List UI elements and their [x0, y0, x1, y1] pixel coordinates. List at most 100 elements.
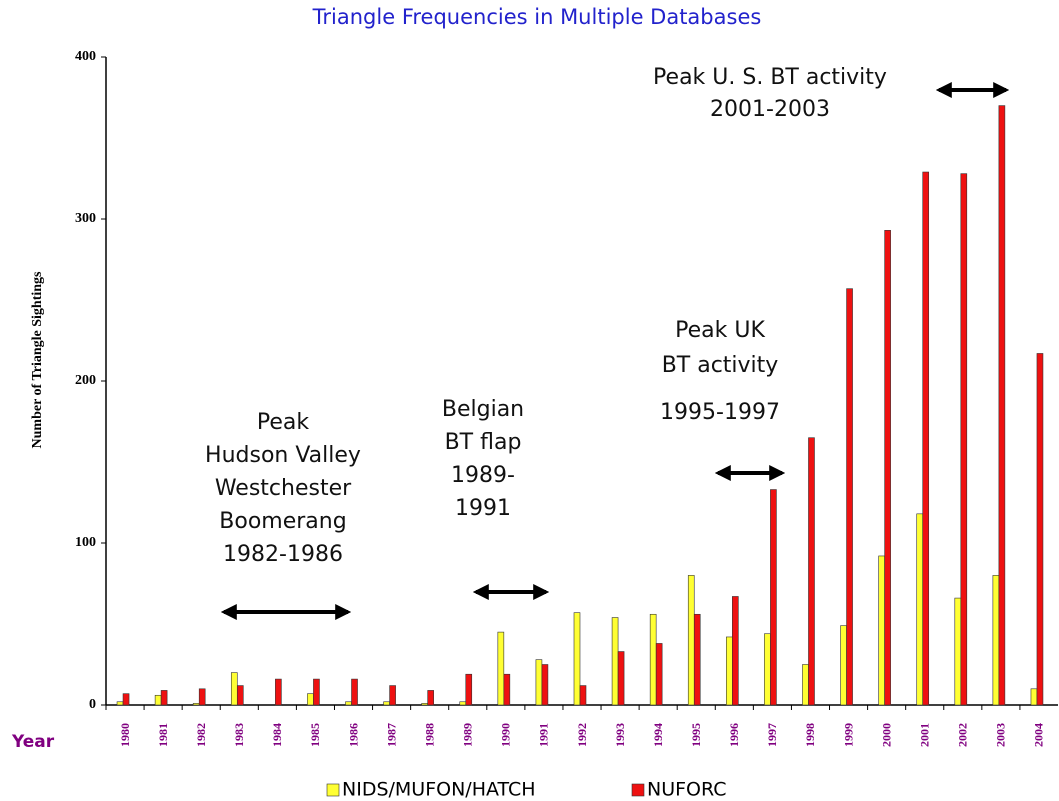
- bar: [421, 703, 428, 706]
- annotation: Peak U. S. BT activity: [653, 65, 887, 90]
- x-tick-label: 1983: [232, 723, 246, 747]
- bar: [655, 643, 663, 706]
- legend-swatch: [326, 783, 340, 797]
- x-tick-label: 1980: [118, 723, 132, 747]
- bar: [154, 694, 162, 706]
- bar: [275, 678, 282, 706]
- x-tick-label: 1987: [384, 723, 398, 747]
- bar: [459, 701, 467, 706]
- bar: [802, 664, 809, 706]
- annotation: Hudson Valley: [205, 443, 361, 468]
- annotation: Peak: [257, 410, 309, 435]
- annotation: Westchester: [215, 476, 352, 501]
- bar: [389, 685, 396, 706]
- annotation: Belgian: [442, 397, 524, 422]
- bar: [732, 596, 739, 706]
- bar: [840, 625, 847, 706]
- x-axis-label: Year: [11, 732, 55, 752]
- bar: [579, 685, 587, 706]
- bar: [884, 230, 891, 706]
- x-tick-label: 1997: [765, 723, 779, 747]
- bar: [1030, 688, 1038, 706]
- annotation: 1995-1997: [660, 400, 780, 425]
- annotation: 1989-: [451, 463, 515, 488]
- x-tick-label: 1984: [270, 723, 284, 747]
- bar: [808, 437, 815, 706]
- y-tick-label: 300: [75, 211, 96, 226]
- x-tick-label: 1990: [499, 723, 513, 747]
- bar: [878, 555, 885, 706]
- bar: [617, 651, 625, 706]
- y-axis-label: Number of Triangle Sightings: [30, 271, 45, 449]
- annotation: Boomerang: [219, 509, 346, 534]
- x-tick-label: 1989: [461, 723, 475, 747]
- bar: [960, 173, 968, 706]
- annotation: BT flap: [445, 430, 522, 455]
- bar: [846, 288, 853, 706]
- x-tick-label: 2001: [917, 723, 931, 747]
- bar: [693, 613, 701, 706]
- bar: [497, 631, 505, 706]
- x-tick-label: 1991: [537, 723, 551, 747]
- bar: [122, 693, 130, 706]
- x-tick-label: 1996: [727, 723, 741, 747]
- y-tick-label: 400: [75, 49, 96, 64]
- x-tick-label: 2003: [994, 723, 1008, 747]
- bar: [503, 673, 511, 706]
- x-tick-label: 1992: [575, 723, 589, 747]
- bar: [611, 617, 619, 706]
- bar: [992, 575, 1000, 706]
- bar: [954, 597, 962, 706]
- bar: [687, 575, 695, 706]
- x-tick-label: 2002: [956, 723, 970, 747]
- bar: [726, 636, 733, 706]
- bar: [345, 701, 352, 706]
- x-tick-label: 2004: [1032, 723, 1046, 747]
- bar: [916, 513, 924, 706]
- annotation: BT activity: [662, 353, 779, 378]
- bar: [192, 703, 200, 706]
- legend-swatch: [631, 783, 645, 797]
- annotation: 2001-2003: [710, 97, 830, 122]
- annotation: 1982-1986: [223, 542, 343, 567]
- x-tick-label: 1986: [346, 723, 360, 747]
- bar: [770, 489, 777, 706]
- bar: [307, 693, 314, 706]
- bar: [313, 678, 320, 706]
- bar: [383, 701, 390, 706]
- bar: [236, 685, 244, 706]
- y-tick-label: 100: [75, 535, 96, 550]
- bar: [198, 688, 206, 706]
- bar: [998, 105, 1006, 706]
- bar: [1036, 353, 1044, 706]
- legend-label: NIDS/MUFON/HATCH: [342, 779, 536, 801]
- bar: [541, 664, 549, 706]
- x-tick-label: 1998: [803, 723, 817, 747]
- x-tick-label: 1982: [194, 723, 208, 747]
- x-tick-label: 1995: [689, 723, 703, 747]
- bar: [535, 659, 543, 706]
- x-tick-label: 1994: [651, 723, 665, 747]
- bar: [649, 613, 657, 706]
- bar: [230, 672, 238, 706]
- bar: [764, 633, 771, 706]
- bar: [427, 690, 434, 706]
- x-tick-label: 2000: [879, 723, 893, 747]
- y-tick-label: 200: [75, 373, 96, 388]
- bar: [351, 678, 358, 706]
- x-tick-label: 1985: [308, 723, 322, 747]
- bar: [465, 673, 473, 706]
- x-tick-label: 1993: [613, 723, 627, 747]
- chart-title: Triangle Frequencies in Multiple Databas…: [312, 5, 762, 29]
- bar: [922, 171, 930, 706]
- annotation: Peak UK: [675, 318, 765, 343]
- x-tick-label: 1988: [422, 723, 436, 747]
- annotation: 1991: [455, 496, 511, 521]
- bar: [573, 612, 581, 706]
- x-tick-label: 1981: [156, 723, 170, 747]
- x-tick-label: 1999: [841, 723, 855, 747]
- bar: [116, 701, 124, 706]
- legend-label: NUFORC: [647, 779, 727, 801]
- y-tick-label: 0: [89, 697, 96, 712]
